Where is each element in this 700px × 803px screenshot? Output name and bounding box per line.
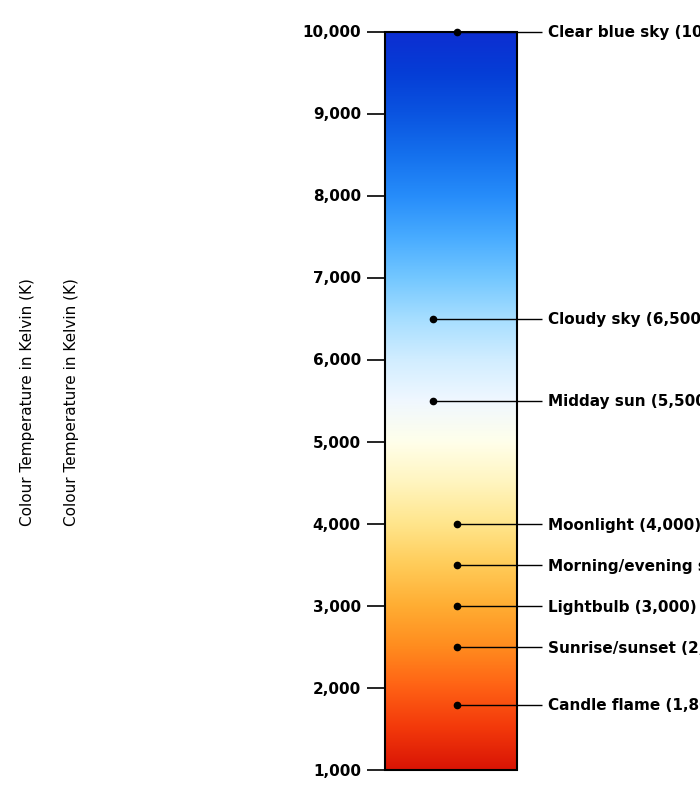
Text: 3,000: 3,000 [313,599,361,614]
Text: 4,000: 4,000 [313,517,361,532]
Text: 8,000: 8,000 [313,189,361,204]
Text: 2,000: 2,000 [313,681,361,696]
Text: Clear blue sky (10,000): Clear blue sky (10,000) [547,25,700,40]
Text: 7,000: 7,000 [313,271,361,286]
Text: Colour Temperature in Kelvin (K): Colour Temperature in Kelvin (K) [64,278,80,525]
Text: Cloudy sky (6,500): Cloudy sky (6,500) [547,312,700,327]
Bar [385,32,517,771]
Text: 5,000: 5,000 [313,435,361,450]
Text: 10,000: 10,000 [302,25,361,40]
Text: Lightbulb (3,000): Lightbulb (3,000) [547,599,696,614]
Text: Morning/evening sun (3,500): Morning/evening sun (3,500) [547,558,700,573]
Text: Colour Temperature in Kelvin (K): Colour Temperature in Kelvin (K) [20,278,36,525]
Text: Candle flame (1,800): Candle flame (1,800) [547,698,700,712]
Text: Midday sun (5,500): Midday sun (5,500) [547,394,700,409]
Text: Moonlight (4,000): Moonlight (4,000) [547,517,700,532]
Text: 6,000: 6,000 [313,353,361,368]
Text: 9,000: 9,000 [313,107,361,122]
Text: 1,000: 1,000 [313,763,361,778]
Text: Sunrise/sunset (2,500): Sunrise/sunset (2,500) [547,640,700,655]
